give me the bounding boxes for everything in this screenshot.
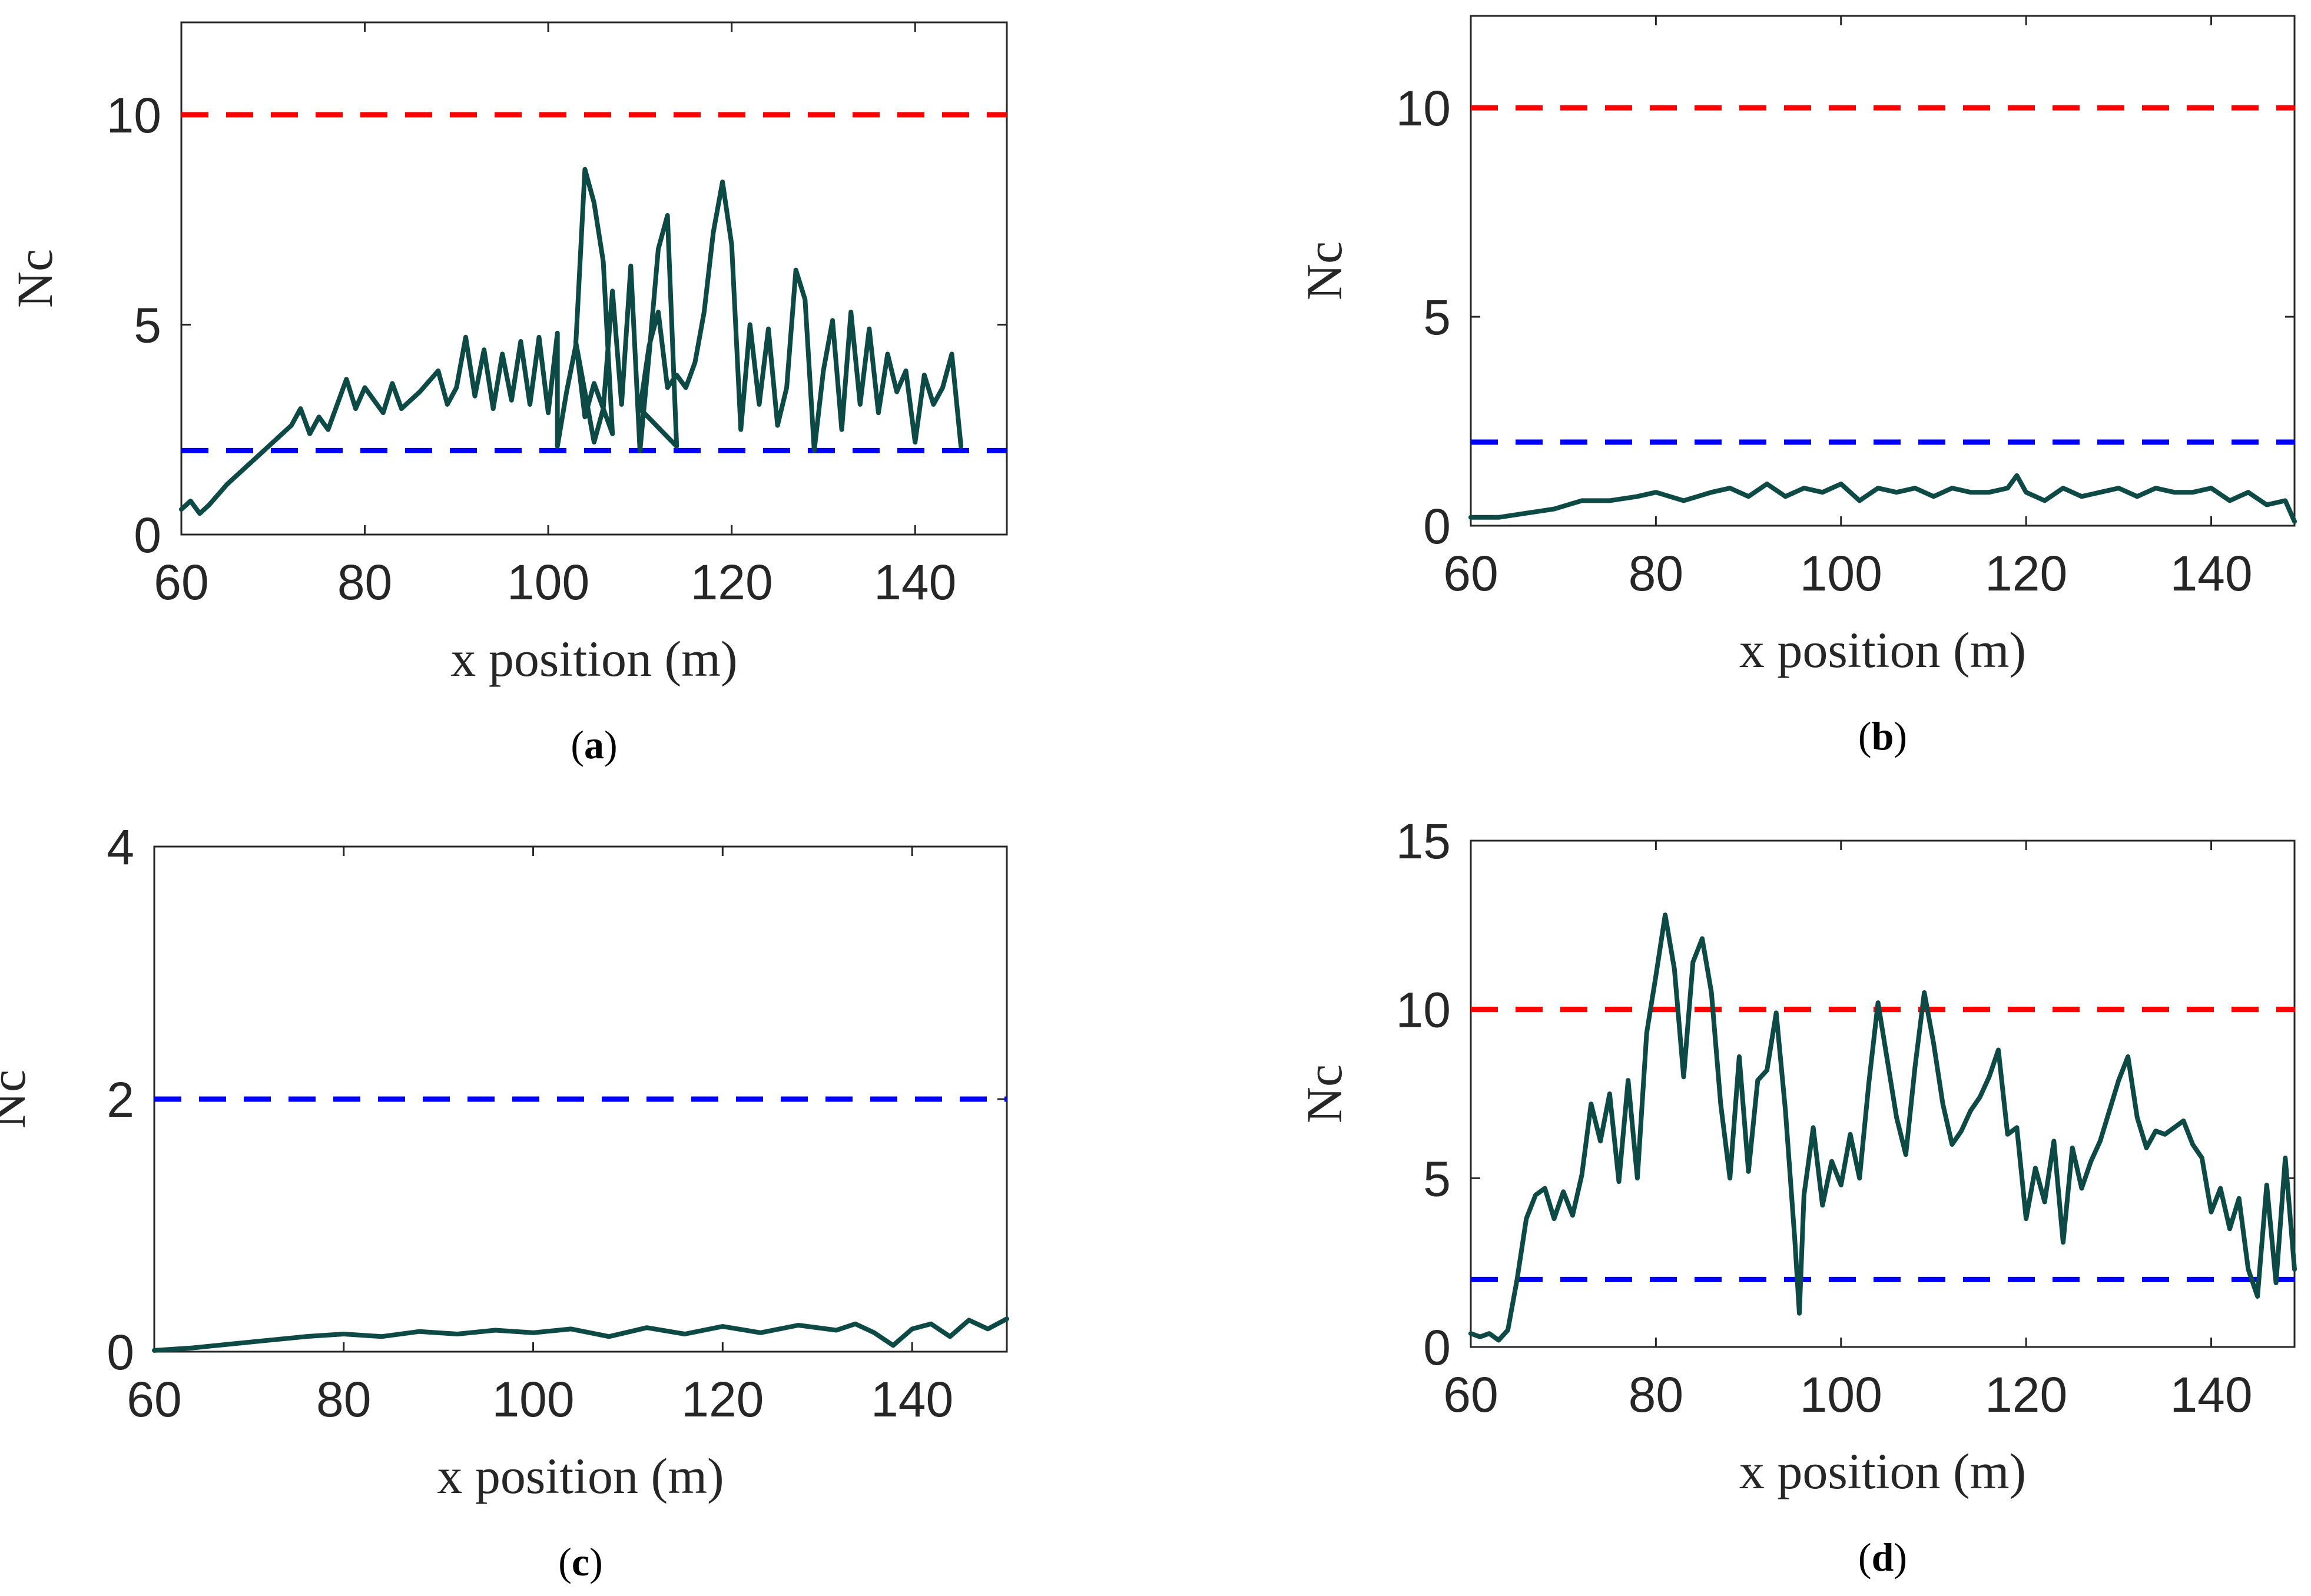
y-tick-label: 0	[1423, 1320, 1451, 1375]
x-tick-label: 120	[1985, 1367, 2067, 1422]
y-tick-label: 10	[1396, 983, 1451, 1038]
x-axis-label: x position (m)	[1739, 1443, 2026, 1499]
caption-close-paren: )	[1894, 714, 1907, 758]
y-tick-label: 0	[107, 1325, 134, 1380]
x-tick-label: 140	[874, 555, 956, 610]
caption-letter: b	[1872, 714, 1894, 758]
y-axis-label: Nc	[1296, 1064, 1352, 1123]
x-tick-label: 120	[681, 1372, 764, 1427]
series-line-nc	[1468, 473, 2297, 524]
x-axis-label: x position (m)	[450, 631, 737, 687]
y-axis-label: Nc	[0, 1070, 36, 1129]
y-tick-label: 5	[1423, 1151, 1451, 1206]
caption-open-paren: (	[1858, 714, 1872, 758]
y-tick-label: 10	[1396, 81, 1451, 136]
x-tick-label: 80	[1629, 1367, 1683, 1422]
chart-a: 60 80 100 120 140 0 5 10 x position (m) Nc (a)	[6, 21, 1008, 767]
caption-close-paren: )	[589, 1539, 603, 1584]
caption-close-paren: )	[604, 722, 618, 767]
x-tick-label: 80	[316, 1372, 371, 1427]
x-tick-label: 80	[337, 555, 392, 610]
y-tick-label: 10	[107, 88, 161, 143]
caption-letter: d	[1872, 1535, 1894, 1580]
x-tick-label: 60	[127, 1372, 181, 1427]
caption: (b)	[1858, 714, 1907, 758]
y-axis-label: Nc	[1296, 241, 1352, 300]
caption-letter: c	[572, 1539, 589, 1584]
x-axis-label: x position (m)	[1739, 622, 2026, 678]
caption-open-paren: (	[571, 722, 584, 767]
x-tick-label: 140	[2170, 546, 2252, 601]
y-tick-label: 0	[134, 507, 161, 563]
x-tick-label: 120	[1985, 546, 2067, 601]
y-tick-label: 15	[1396, 814, 1451, 869]
caption-letter: a	[584, 722, 604, 767]
x-tick-label: 120	[691, 555, 773, 610]
chart-b: 60 80 100 120 140 0 5 10 x position (m) Nc (b)	[1296, 15, 2297, 758]
y-tick-label: 2	[107, 1072, 134, 1127]
y-tick-label: 4	[107, 819, 134, 875]
y-tick-label: 5	[134, 297, 161, 353]
caption-open-paren: (	[558, 1539, 572, 1584]
x-tick-label: 80	[1629, 546, 1683, 601]
x-tick-label: 100	[507, 555, 589, 610]
x-tick-label: 140	[871, 1372, 953, 1427]
caption: (a)	[571, 722, 617, 767]
series-line-nc	[152, 1316, 1009, 1353]
caption: (c)	[558, 1539, 603, 1584]
x-tick-label: 140	[2170, 1367, 2252, 1422]
axes-box	[1470, 840, 2296, 1348]
caption-open-paren: (	[1858, 1535, 1872, 1580]
series-line-nc	[179, 167, 964, 516]
caption-close-paren: )	[1894, 1535, 1907, 1580]
y-axis-label: Nc	[6, 249, 63, 308]
axes-box	[180, 21, 1008, 536]
chart-d: 60 80 100 120 140 0 5 10 15 x position (m) Nc (d)	[1296, 814, 2297, 1580]
x-tick-label: 60	[154, 555, 208, 610]
axes-box	[1470, 15, 2296, 527]
x-tick-label: 100	[1800, 1367, 1882, 1422]
chart-c: 60 80 100 120 140 0 2 4 x position (m) Nc (c)	[0, 819, 1009, 1584]
y-tick-label: 0	[1423, 499, 1451, 554]
x-tick-label: 100	[492, 1372, 574, 1427]
x-axis-label: x position (m)	[437, 1448, 724, 1504]
x-tick-label: 60	[1443, 1367, 1498, 1422]
y-tick-label: 5	[1423, 290, 1451, 345]
series-line-nc	[1468, 913, 2297, 1343]
x-tick-label: 60	[1443, 546, 1498, 601]
caption: (d)	[1858, 1535, 1907, 1580]
x-tick-label: 100	[1800, 546, 1882, 601]
